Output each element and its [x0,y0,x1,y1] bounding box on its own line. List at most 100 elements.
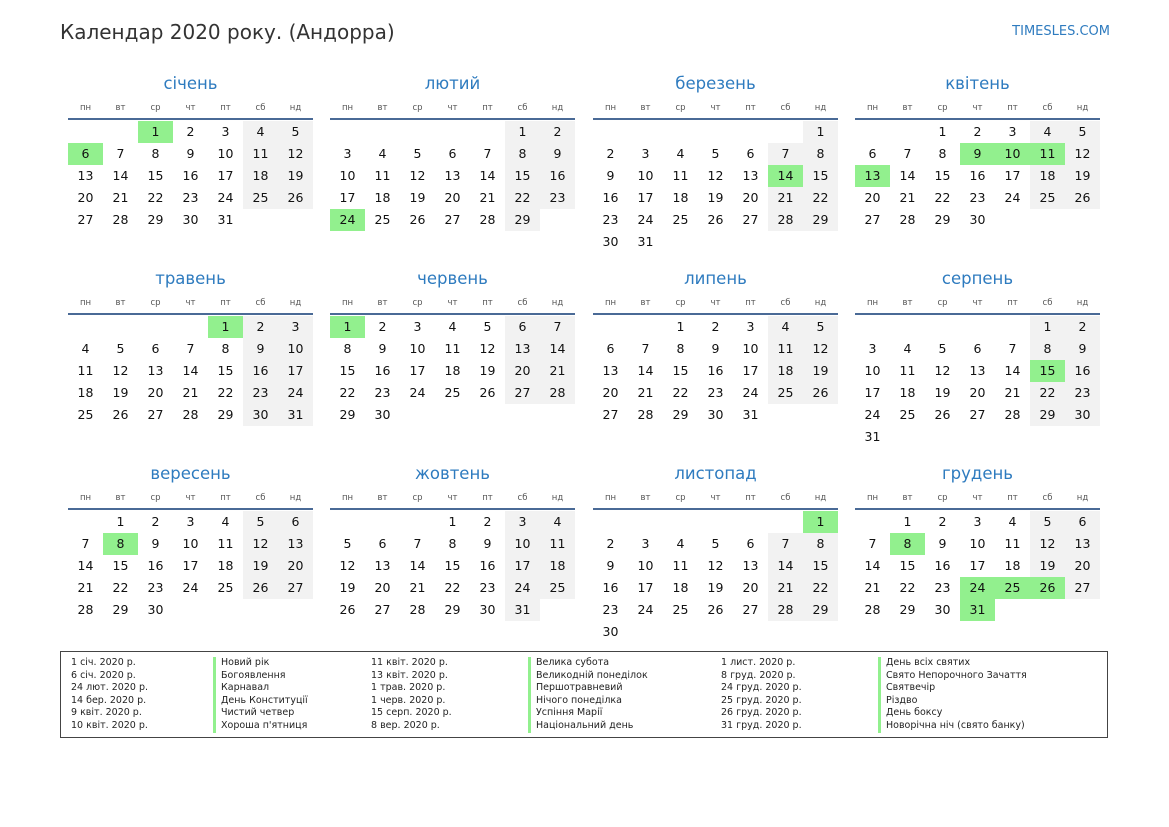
legend-holiday-name: Успіння Марії [528,707,648,720]
weekday-header: чт [972,493,983,503]
weekday-header: вт [377,298,388,308]
day-cell: 25 [899,407,916,422]
day-cell: 21 [768,187,803,209]
day-cell: 21 [112,190,129,205]
day-cell: 21 [637,385,654,400]
day-cell: 13 [374,558,391,573]
month-name: вересень [150,464,231,483]
day-cell: 16 [147,558,164,573]
day-cell: 31 [505,599,540,621]
legend-date: 15 серп. 2020 р. [371,707,452,719]
weekday-header: нд [289,298,302,308]
weekday-header: пт [745,298,756,308]
day-cell: 4 [81,341,90,356]
day-cell: 19 [409,190,426,205]
legend-holiday-name: Велика субота [528,657,648,670]
legend-date: 31 груд. 2020 р. [721,719,802,731]
day-cell: 2 [938,514,947,529]
day-cell: 14 [864,558,881,573]
weekday-header: нд [1076,103,1089,113]
weekday-header: чт [972,298,983,308]
day-cell: 30 [1065,404,1100,426]
day-cell: 10 [864,363,881,378]
legend-date: 6 січ. 2020 р. [71,669,136,681]
day-cell: 9 [540,143,575,165]
legend-date: 9 квіт. 2020 р. [71,707,142,719]
legend-date: 1 лист. 2020 р. [721,657,796,668]
day-cell: 22 [803,577,838,599]
holiday-day-cell: 14 [768,165,803,187]
site-link[interactable]: TIMESLES.COM [1012,24,1110,39]
weekday-header: вт [640,493,651,503]
weekday-header: пн [341,298,354,308]
day-cell: 28 [409,602,426,617]
weekday-header: нд [551,298,564,308]
day-cell: 2 [540,121,575,143]
weekday-header: ср [412,298,423,308]
month-divider [68,508,313,510]
day-cell: 17 [637,190,654,205]
legend-holiday-name: Новий рік [213,657,308,670]
day-cell: 13 [278,533,313,555]
day-cell: 24 [1004,190,1021,205]
day-cell: 27 [1065,577,1100,599]
day-cell: 17 [969,558,986,573]
day-cell: 16 [602,580,619,595]
day-cell: 16 [1065,360,1100,382]
weekday-header: нд [814,103,827,113]
day-cell: 25 [217,580,234,595]
day-cell: 27 [374,602,391,617]
day-cell: 14 [637,363,654,378]
holiday-day-cell: 11 [1030,143,1065,165]
day-cell: 23 [602,212,619,227]
day-cell: 4 [676,536,685,551]
weekday-header: нд [289,493,302,503]
day-cell: 3 [505,511,540,533]
day-cell: 10 [969,536,986,551]
legend-date: 14 бер. 2020 р. [71,694,147,706]
weekday-header: пн [341,493,354,503]
day-cell: 8 [1030,338,1065,360]
day-cell: 24 [182,580,199,595]
day-cell: 30 [934,602,951,617]
weekday-header: пн [341,103,354,113]
legend-date: 1 черв. 2020 р. [371,694,446,706]
weekday-header: чт [710,298,721,308]
day-cell: 6 [505,316,540,338]
weekday-header: пт [220,298,231,308]
day-cell: 11 [899,363,916,378]
legend-holiday-name: Богоявлення [213,669,308,683]
day-cell: 24 [409,385,426,400]
day-cell: 21 [768,577,803,599]
day-cell: 9 [483,536,492,551]
day-cell: 28 [182,407,199,422]
day-cell: 5 [116,341,125,356]
day-cell: 31 [278,404,313,426]
day-cell: 7 [868,536,877,551]
day-cell: 2 [606,536,615,551]
day-cell: 10 [637,558,654,573]
day-cell: 17 [505,555,540,577]
day-cell: 10 [637,168,654,183]
legend-holiday-name: Національний день [528,719,648,733]
weekday-header: пн [866,493,879,503]
day-cell: 15 [934,168,951,183]
weekday-header: сб [780,298,791,308]
weekday-header: пн [79,493,92,503]
day-cell: 26 [409,212,426,227]
weekday-header: пт [220,103,231,113]
day-cell: 23 [182,190,199,205]
day-cell: 29 [803,599,838,621]
day-cell: 11 [768,338,803,360]
day-cell: 7 [116,146,125,161]
day-cell: 26 [934,407,951,422]
day-cell: 19 [278,165,313,187]
day-cell: 23 [1065,382,1100,404]
day-cell: 29 [505,209,540,231]
day-cell: 2 [243,316,278,338]
month-name: серпень [941,269,1014,288]
day-cell: 17 [409,363,426,378]
day-cell: 22 [803,187,838,209]
day-cell: 21 [409,580,426,595]
day-cell: 16 [182,168,199,183]
